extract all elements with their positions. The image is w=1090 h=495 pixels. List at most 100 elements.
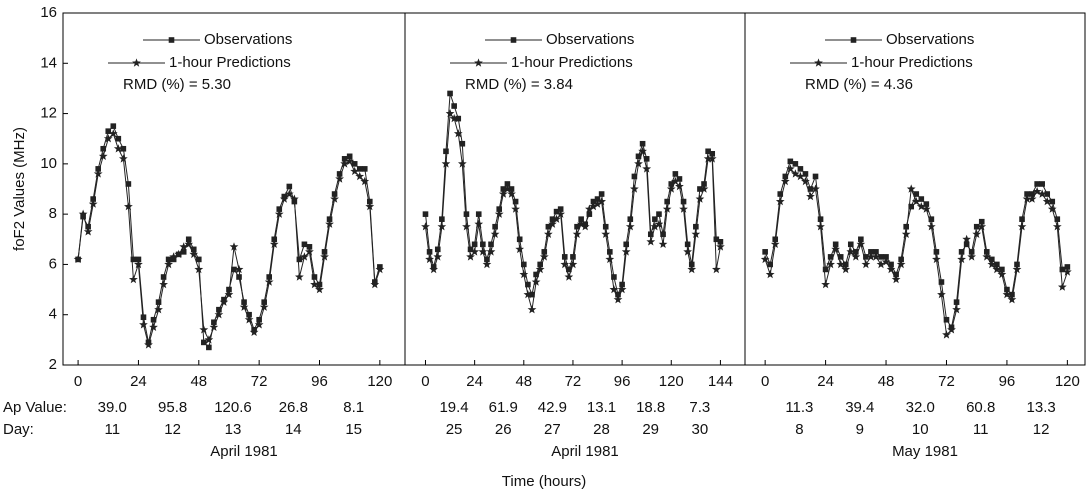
star-marker <box>548 219 557 228</box>
star-marker <box>330 194 339 203</box>
star-marker <box>638 146 647 155</box>
star-marker <box>712 264 721 274</box>
square-marker <box>822 266 829 273</box>
square-marker <box>276 206 283 212</box>
square-marker <box>561 254 568 260</box>
ap-value: 32.0 <box>906 399 935 416</box>
square-marker <box>590 198 597 205</box>
star-marker <box>831 244 840 254</box>
star-marker <box>264 277 274 286</box>
star-marker <box>679 204 688 213</box>
ap-value: 39.0 <box>98 399 127 416</box>
star-marker <box>952 305 961 314</box>
star-marker <box>901 229 911 238</box>
square-marker <box>888 261 894 268</box>
star-marker <box>466 252 475 261</box>
star-marker <box>947 325 956 334</box>
star-marker <box>846 247 856 256</box>
day-label: 26 <box>495 421 512 438</box>
star-marker <box>527 305 537 314</box>
ap-value: 18.8 <box>636 399 665 416</box>
square-marker <box>110 123 117 129</box>
star-marker <box>164 259 173 269</box>
star-marker <box>421 222 430 231</box>
star-marker <box>564 272 574 281</box>
square-marker <box>180 249 187 255</box>
square-marker <box>525 281 531 288</box>
star-marker <box>683 247 692 256</box>
square-marker <box>635 153 642 160</box>
star-marker <box>425 254 434 264</box>
square-marker <box>928 216 935 222</box>
square-marker <box>802 171 809 177</box>
day-label: 28 <box>593 421 610 438</box>
star-marker <box>916 202 926 211</box>
square-marker <box>847 241 854 248</box>
day-label: 11 <box>973 421 989 438</box>
star-marker <box>355 171 365 181</box>
star-marker <box>445 109 455 118</box>
x-tick-label: 120 <box>367 373 392 390</box>
star-marker <box>650 222 660 231</box>
star-marker <box>144 340 153 349</box>
star-marker <box>556 209 565 218</box>
square-marker <box>898 256 904 263</box>
star-marker <box>630 184 639 193</box>
star-marker <box>441 159 451 168</box>
square-marker <box>598 191 605 197</box>
square-marker <box>680 198 687 205</box>
square-marker <box>206 344 212 351</box>
square-marker <box>434 246 441 253</box>
star-marker <box>494 209 504 218</box>
star-marker <box>103 134 113 143</box>
star-marker <box>315 285 324 294</box>
square-marker <box>533 271 539 278</box>
square-marker <box>346 153 353 160</box>
square-marker <box>643 156 650 162</box>
star-marker <box>229 242 239 251</box>
square-marker <box>190 246 197 253</box>
star-marker <box>449 114 459 123</box>
star-marker <box>589 202 598 211</box>
square-marker <box>500 186 507 192</box>
square-marker <box>341 156 348 162</box>
star-marker <box>88 199 98 208</box>
square-marker <box>578 216 584 222</box>
legend-label: 1-hour Predictions <box>511 54 633 71</box>
star-marker <box>1017 222 1027 231</box>
square-marker <box>451 103 457 109</box>
ap-value: 42.9 <box>538 399 567 416</box>
square-marker <box>471 241 478 248</box>
star-marker <box>906 184 916 193</box>
star-marker <box>189 249 199 259</box>
square-marker <box>958 249 965 255</box>
star-marker <box>300 252 309 261</box>
square-marker <box>422 211 429 217</box>
x-tick-label: 48 <box>515 373 532 390</box>
star-marker <box>621 247 631 256</box>
square-marker <box>545 223 552 230</box>
square-marker <box>999 266 1005 273</box>
x-tick-label: 96 <box>999 373 1016 390</box>
square-marker <box>827 254 834 260</box>
square-marker <box>762 249 768 255</box>
panel-x-title: April 1981 <box>210 443 278 460</box>
legend-label: Observations <box>546 31 634 48</box>
x-tick-label: 0 <box>421 373 429 390</box>
star-marker <box>1042 197 1052 206</box>
star-marker <box>703 154 713 163</box>
day-label: 30 <box>691 421 708 438</box>
star-marker <box>922 204 931 213</box>
x-tick-label: 24 <box>817 373 834 390</box>
y-tick-label: 12 <box>40 105 57 122</box>
star-marker <box>453 129 463 138</box>
square-marker <box>366 198 373 205</box>
square-marker <box>236 274 242 280</box>
square-marker <box>989 256 995 263</box>
square-marker <box>105 128 112 134</box>
square-marker <box>256 316 262 323</box>
square-marker <box>1059 266 1066 273</box>
x-tick-label: 0 <box>74 373 82 390</box>
ap-value: 39.4 <box>845 399 874 416</box>
